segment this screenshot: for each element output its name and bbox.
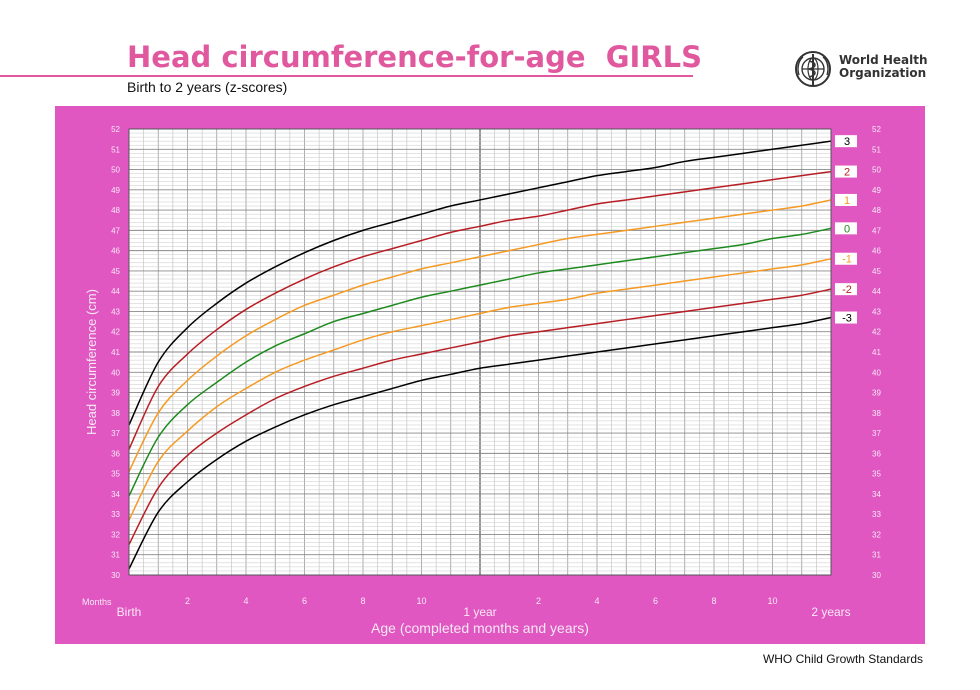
y-tick-label-right: 32: [872, 530, 881, 539]
series-label-z0: 0: [844, 223, 850, 235]
x-tick-label: 4: [243, 596, 248, 606]
footer-credit: WHO Child Growth Standards: [762, 652, 923, 666]
x-tick-label: 4: [594, 596, 599, 606]
y-tick-label-right: 45: [872, 267, 881, 276]
y-tick-label-right: 49: [872, 186, 881, 195]
series-label-z3: 3: [844, 136, 850, 148]
y-tick-label-left: 33: [111, 510, 120, 519]
series-line-z2: [128, 170, 832, 450]
series-label-bg: [835, 135, 857, 148]
x-tick-label: 2 years: [811, 605, 850, 619]
y-tick-label-right: 36: [872, 449, 881, 458]
series-line-z3: [128, 140, 832, 426]
y-tick-label-right: 33: [872, 510, 881, 519]
x-tick-label: 10: [767, 596, 777, 606]
x-tick-label: Birth: [117, 605, 142, 619]
y-tick-label-right: 35: [872, 470, 881, 479]
series-label-z-1: -1: [842, 254, 852, 266]
y-tick-label-left: 40: [111, 368, 120, 377]
y-tick-label-right: 31: [872, 551, 881, 560]
y-tick-label-left: 47: [111, 226, 120, 235]
y-tick-label-left: 42: [111, 328, 120, 337]
x-tick-label: 8: [360, 596, 365, 606]
y-tick-label-right: 51: [872, 145, 881, 154]
y-tick-label-left: 34: [111, 490, 120, 499]
y-tick-label-left: 38: [111, 409, 120, 418]
y-tick-label-left: 30: [111, 571, 120, 580]
y-tick-label-left: 43: [111, 307, 120, 316]
y-tick-label-right: 41: [872, 348, 881, 357]
series-label-z-3: -3: [842, 313, 852, 325]
series-label-bg: [835, 283, 857, 296]
y-tick-label-right: 42: [872, 328, 881, 337]
x-tick-label: 2: [536, 596, 541, 606]
organization-name: World Health Organization: [839, 54, 939, 80]
series-line-z-2: [128, 288, 832, 545]
y-tick-label-left: 52: [111, 125, 120, 134]
page-subtitle: Birth to 2 years (z-scores): [127, 79, 288, 95]
series-label-bg: [835, 193, 857, 206]
y-tick-label-left: 45: [111, 267, 120, 276]
x-tick-label: 10: [416, 596, 426, 606]
organization-line1: World Health: [839, 53, 928, 67]
y-tick-label-left: 36: [111, 449, 120, 458]
series-line-z-3: [128, 316, 832, 570]
y-tick-label-left: 44: [111, 287, 120, 296]
y-tick-label-left: 37: [111, 429, 120, 438]
series-line-z-1: [128, 258, 832, 521]
x-unit-label: Months: [82, 597, 112, 607]
x-tick-label: 8: [711, 596, 716, 606]
series-label-bg: [835, 252, 857, 265]
page-title: Head circumference-for-age GIRLS: [127, 40, 703, 74]
y-tick-label-right: 30: [872, 571, 881, 580]
x-tick-label: 6: [302, 596, 307, 606]
x-tick-label: 1 year: [463, 605, 496, 619]
y-tick-label-left: 50: [111, 166, 120, 175]
y-tick-label-right: 37: [872, 429, 881, 438]
series-label-bg: [835, 311, 857, 324]
y-tick-label-left: 35: [111, 470, 120, 479]
x-axis-label: Age (completed months and years): [371, 620, 589, 636]
series-line-z1: [128, 199, 832, 472]
y-tick-label-left: 48: [111, 206, 120, 215]
plot-border: [128, 128, 832, 576]
series-label-bg: [835, 165, 857, 178]
y-axis-label: Head circumference (cm): [84, 289, 99, 435]
y-tick-label-right: 44: [872, 287, 881, 296]
y-tick-label-left: 39: [111, 389, 120, 398]
series-label-z2: 2: [844, 167, 850, 179]
y-tick-label-left: 46: [111, 247, 120, 256]
series-label-z1: 1: [844, 195, 850, 207]
y-tick-label-right: 43: [872, 307, 881, 316]
series-line-z0: [128, 227, 832, 497]
y-tick-label-right: 34: [872, 490, 881, 499]
y-tick-label-right: 38: [872, 409, 881, 418]
x-tick-label: 6: [653, 596, 658, 606]
y-tick-label-right: 52: [872, 125, 881, 134]
y-tick-label-right: 40: [872, 368, 881, 377]
who-emblem-icon: [795, 51, 831, 87]
y-tick-label-right: 46: [872, 247, 881, 256]
series-label-bg: [835, 222, 857, 235]
y-tick-label-left: 31: [111, 551, 120, 560]
x-tick-label: 2: [185, 596, 190, 606]
y-tick-label-right: 47: [872, 226, 881, 235]
y-tick-label-left: 49: [111, 186, 120, 195]
series-label-z-2: -2: [842, 284, 852, 296]
y-tick-label-right: 48: [872, 206, 881, 215]
y-tick-label-left: 32: [111, 530, 120, 539]
y-tick-label-right: 39: [872, 389, 881, 398]
y-tick-label-left: 41: [111, 348, 120, 357]
y-tick-label-left: 51: [111, 145, 120, 154]
organization-line2: Organization: [839, 66, 927, 80]
title-underline: [0, 75, 693, 77]
y-tick-label-right: 50: [872, 166, 881, 175]
